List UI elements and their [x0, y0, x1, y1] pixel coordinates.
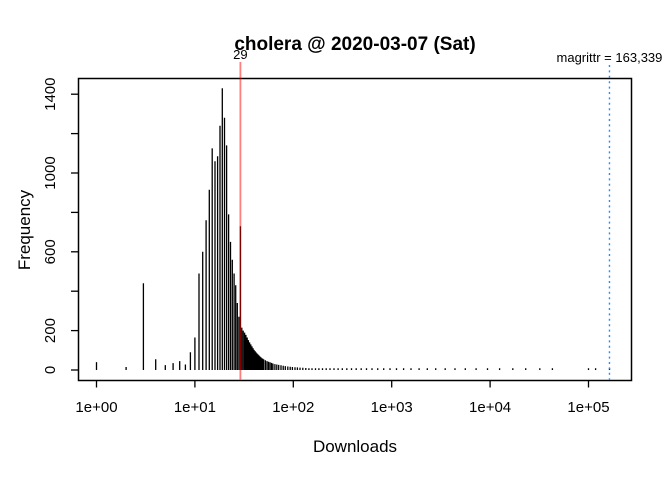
plot-box	[77, 77, 633, 382]
y-axis-title: Frequency	[15, 189, 34, 270]
y-tick-label: 1000	[42, 156, 59, 189]
y-tick-label: 0	[42, 366, 59, 374]
x-tick-label: 1e+00	[75, 399, 117, 416]
x-tick-label: 1e+05	[567, 399, 609, 416]
y-tick-label: 600	[42, 239, 59, 264]
y-tick-label: 200	[42, 318, 59, 343]
threshold-label: 29	[233, 47, 247, 62]
histogram-bars-path	[95, 88, 611, 370]
axis-ticks: 1e+00 1e+01 1e+02 1e+03 1e+04 1e+05 0 200 600 100…	[42, 78, 610, 416]
plot-title: cholera @ 2020-03-07 (Sat)	[234, 34, 475, 55]
x-tick-label: 1e+03	[371, 399, 413, 416]
histogram-bars	[95, 88, 611, 370]
x-axis-title: Downloads	[313, 437, 397, 456]
x-tick-label: 1e+01	[174, 399, 216, 416]
y-tick-label: 1400	[42, 78, 59, 111]
x-tick-label: 1e+02	[272, 399, 314, 416]
max-package-label: magrittr = 163,339	[557, 50, 663, 65]
x-tick-label: 1e+04	[469, 399, 511, 416]
